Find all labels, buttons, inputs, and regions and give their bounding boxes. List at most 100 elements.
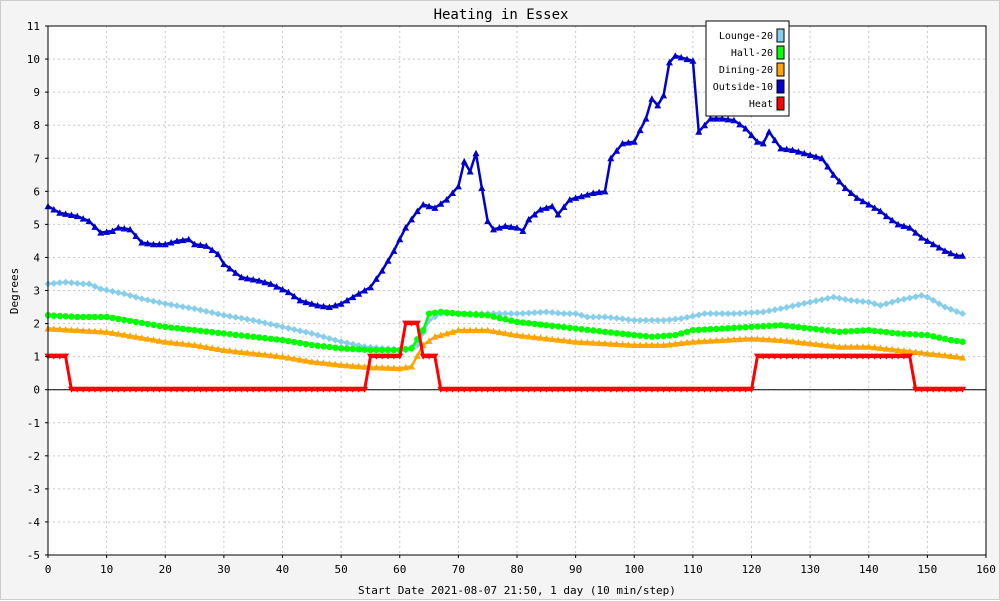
data-point <box>226 347 234 354</box>
data-point <box>202 307 210 315</box>
data-point <box>220 346 228 354</box>
data-point <box>525 215 533 223</box>
data-point <box>162 323 169 331</box>
x-tick-label: 70 <box>452 563 465 576</box>
data-point <box>595 339 603 347</box>
data-point <box>706 386 714 393</box>
data-point <box>150 240 158 248</box>
series-layer <box>44 52 967 393</box>
data-point <box>730 386 738 393</box>
data-point <box>941 303 949 311</box>
data-point <box>320 333 328 341</box>
data-point <box>531 386 539 393</box>
data-point <box>894 346 902 354</box>
x-tick-label: 30 <box>217 563 230 576</box>
data-point <box>859 327 867 334</box>
data-point <box>132 386 140 393</box>
data-point <box>103 386 111 393</box>
data-point <box>132 333 140 340</box>
data-point <box>108 227 116 234</box>
data-point <box>648 341 656 349</box>
data-point <box>619 330 626 338</box>
data-point <box>390 353 398 360</box>
data-point <box>155 298 163 306</box>
data-point <box>208 328 216 336</box>
data-point <box>836 328 843 336</box>
data-point <box>120 225 128 232</box>
data-point <box>583 313 591 321</box>
data-point <box>349 340 357 348</box>
data-point <box>853 297 861 305</box>
data-point <box>56 325 64 333</box>
data-point <box>912 293 920 301</box>
data-point <box>906 224 914 231</box>
data-point <box>150 321 157 329</box>
data-point <box>771 136 779 144</box>
data-point <box>279 323 286 331</box>
data-point <box>490 313 497 320</box>
data-point <box>238 332 245 339</box>
data-point <box>273 336 280 343</box>
data-point <box>947 386 955 393</box>
y-tick-label: 0 <box>33 384 40 397</box>
data-point <box>730 116 738 124</box>
data-point <box>736 309 744 317</box>
data-point <box>835 177 843 185</box>
data-point <box>208 246 216 253</box>
y-tick-label: 7 <box>33 152 40 165</box>
data-point <box>513 318 521 326</box>
data-point <box>185 235 193 243</box>
data-point <box>554 336 562 343</box>
data-point <box>923 237 931 244</box>
data-point <box>642 341 650 349</box>
x-tick-label: 50 <box>335 563 348 576</box>
data-point <box>753 353 761 360</box>
data-point <box>718 115 726 122</box>
data-point <box>554 210 562 218</box>
data-point <box>179 325 187 333</box>
data-point <box>683 338 691 346</box>
data-point <box>701 121 709 129</box>
data-point <box>660 332 667 340</box>
data-point <box>624 316 632 324</box>
data-point <box>607 386 615 393</box>
data-point <box>261 319 269 327</box>
data-point <box>97 229 105 236</box>
data-point <box>771 336 779 343</box>
data-point <box>531 309 539 317</box>
data-point <box>56 209 64 216</box>
data-point <box>173 339 181 347</box>
data-point <box>62 353 70 360</box>
data-point <box>337 386 345 393</box>
data-point <box>689 338 697 345</box>
data-point <box>126 386 134 393</box>
data-point <box>601 339 609 347</box>
data-point <box>695 326 702 334</box>
data-point <box>630 341 638 349</box>
data-point <box>378 364 386 371</box>
data-point <box>765 128 773 135</box>
data-point <box>384 257 392 264</box>
data-point <box>701 326 708 333</box>
data-point <box>583 191 591 198</box>
data-point <box>923 386 931 393</box>
data-point <box>144 335 152 342</box>
data-point <box>578 325 585 333</box>
data-point <box>396 364 404 372</box>
data-point <box>841 353 849 360</box>
data-point <box>701 386 709 393</box>
data-point <box>935 300 943 308</box>
data-point <box>79 327 87 334</box>
data-point <box>759 139 767 147</box>
data-point <box>818 353 826 360</box>
data-point <box>765 322 773 330</box>
data-point <box>888 353 896 360</box>
data-point <box>519 386 527 393</box>
data-point <box>437 308 444 316</box>
data-point <box>672 331 679 339</box>
data-point <box>918 234 926 241</box>
data-point <box>255 277 263 284</box>
data-point <box>929 240 937 248</box>
data-point <box>642 333 650 340</box>
